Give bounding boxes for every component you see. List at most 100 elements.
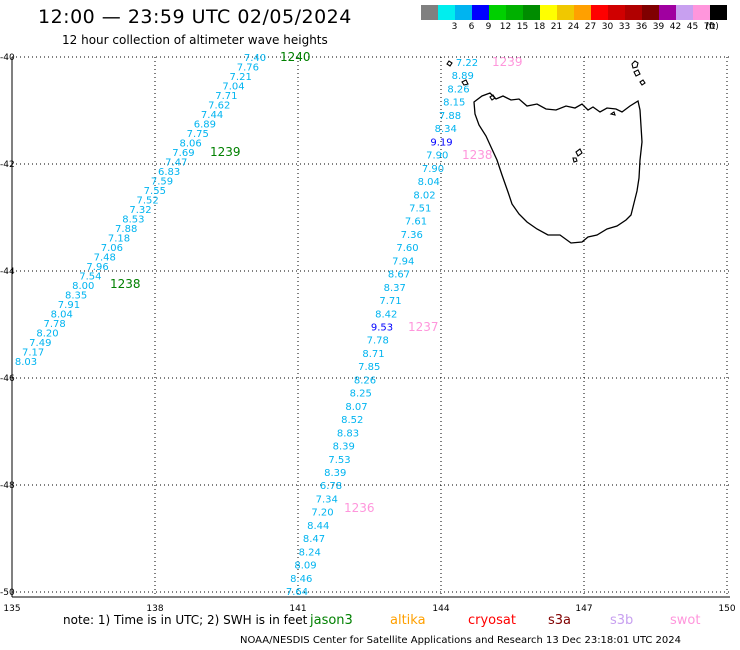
legend-label: 18 <box>533 22 546 32</box>
wave-height-label: 8.20 <box>36 329 58 340</box>
wave-height-label: 7.32 <box>129 205 151 216</box>
legend-label: 15 <box>516 22 529 32</box>
wave-height-label: 8.07 <box>345 402 367 413</box>
legend-label: 24 <box>567 22 580 32</box>
legend-label: 30 <box>601 22 614 32</box>
island-outline <box>609 111 616 116</box>
wave-height-label: 6.83 <box>158 167 180 178</box>
satellite-label: jason3 <box>310 613 353 628</box>
legend-swatch <box>710 5 727 20</box>
wave-height-label: 8.09 <box>294 561 316 572</box>
wave-height-label: 8.71 <box>362 349 384 360</box>
wave-height-label: 7.44 <box>201 110 223 121</box>
wave-height-label: 7.88 <box>115 224 137 235</box>
wave-height-label: 8.47 <box>303 534 325 545</box>
legend-swatch <box>421 5 438 20</box>
wave-height-label: 8.15 <box>443 98 465 109</box>
wave-height-label: 7.71 <box>215 91 237 102</box>
legend-swatch <box>625 5 642 20</box>
longitude-label: 150 <box>718 604 735 614</box>
latitude-label: -50 <box>0 588 15 598</box>
legend-label: 45 <box>686 22 699 32</box>
wave-height-label: 8.53 <box>122 215 144 226</box>
wave-height-label: 7.59 <box>151 177 173 188</box>
legend-swatch <box>523 5 540 20</box>
wave-height-label: 7.78 <box>43 319 65 330</box>
wave-height-label: 7.49 <box>29 338 51 349</box>
wave-height-label: 6.78 <box>320 481 342 492</box>
wave-height-label: 7.62 <box>208 101 230 112</box>
wave-height-label: 8.04 <box>51 310 73 321</box>
wave-height-label: 7.64 <box>286 587 308 598</box>
wave-height-label: 7.69 <box>172 148 194 159</box>
wave-height-label: 8.44 <box>307 521 329 532</box>
island-outline <box>633 69 641 77</box>
credit-line: NOAA/NESDIS Center for Satellite Applica… <box>240 635 682 646</box>
satellite-label: altika <box>390 613 426 628</box>
map-title: 12:00 — 23:59 UTC 02/05/2024 <box>38 6 352 28</box>
pass-time-label: 1238 <box>462 148 493 162</box>
wave-height-label: 8.52 <box>341 415 363 426</box>
legend-label: 12 <box>499 22 512 32</box>
wave-height-label: 7.36 <box>401 230 423 241</box>
wave-height-label: 7.78 <box>367 336 389 347</box>
longitude-label: 144 <box>432 604 449 614</box>
legend-swatch <box>506 5 523 20</box>
legend-swatch <box>659 5 676 20</box>
wave-height-label: 7.55 <box>144 186 166 197</box>
latitude-label: -42 <box>0 160 15 170</box>
legend-label: 9 <box>485 22 492 32</box>
legend-label: 70 <box>703 22 716 32</box>
wave-height-label: 7.53 <box>328 455 350 466</box>
longitude-label: 141 <box>289 604 306 614</box>
wave-height-label: 9.19 <box>430 137 452 148</box>
legend-label: 42 <box>669 22 682 32</box>
pass-time-label: 1236 <box>344 501 375 515</box>
longitude-label: 147 <box>575 604 592 614</box>
island-outline <box>461 79 469 86</box>
legend-swatch <box>540 5 557 20</box>
map-subtitle: 12 hour collection of altimeter wave hei… <box>62 33 328 47</box>
wave-height-label: 7.17 <box>22 348 44 359</box>
pass-time-label: 1239 <box>210 145 241 159</box>
island-outline <box>572 157 578 163</box>
wave-height-label: 9.53 <box>371 323 393 334</box>
wave-height-label: 8.46 <box>290 574 312 585</box>
wave-height-label: 8.25 <box>350 389 372 400</box>
wave-height-label: 8.04 <box>418 177 440 188</box>
wave-height-label: 7.40 <box>244 53 266 64</box>
wave-height-label: 8.35 <box>65 291 87 302</box>
legend-unit: (ft) <box>705 22 719 32</box>
wave-height-label: 8.34 <box>435 124 457 135</box>
wave-height-label: 7.48 <box>94 253 116 264</box>
latitude-label: -40 <box>0 53 15 63</box>
wave-height-label: 7.91 <box>58 300 80 311</box>
legend-swatch <box>438 5 455 20</box>
satellite-label: s3a <box>548 613 572 628</box>
wave-height-label: 8.39 <box>333 442 355 453</box>
pass-time-label: 1239 <box>492 55 523 69</box>
wave-height-label: 7.90 <box>426 151 448 162</box>
wave-height-label: 7.71 <box>379 296 401 307</box>
legend-label: 39 <box>652 22 665 32</box>
legend-swatch <box>642 5 659 20</box>
wave-height-label: 8.24 <box>299 547 321 558</box>
wave-height-label: 8.37 <box>384 283 406 294</box>
wave-height-label: 7.06 <box>101 243 123 254</box>
longitude-label: 138 <box>146 604 163 614</box>
pass-time-label: 1237 <box>408 320 439 334</box>
island-outline <box>489 94 496 101</box>
island-outline <box>446 60 453 67</box>
legend-label: 27 <box>584 22 597 32</box>
legend-swatch <box>608 5 625 20</box>
wave-height-label: 7.34 <box>316 494 338 505</box>
legend-swatch <box>591 5 608 20</box>
pass-time-label: 1240 <box>280 50 311 64</box>
latitude-label: -48 <box>0 481 15 491</box>
legend-label: 21 <box>550 22 563 32</box>
wave-height-label: 8.06 <box>179 139 201 150</box>
wave-height-label: 7.51 <box>409 203 431 214</box>
legend-swatch <box>472 5 489 20</box>
footnote: note: 1) Time is in UTC; 2) SWH is in fe… <box>63 613 308 627</box>
